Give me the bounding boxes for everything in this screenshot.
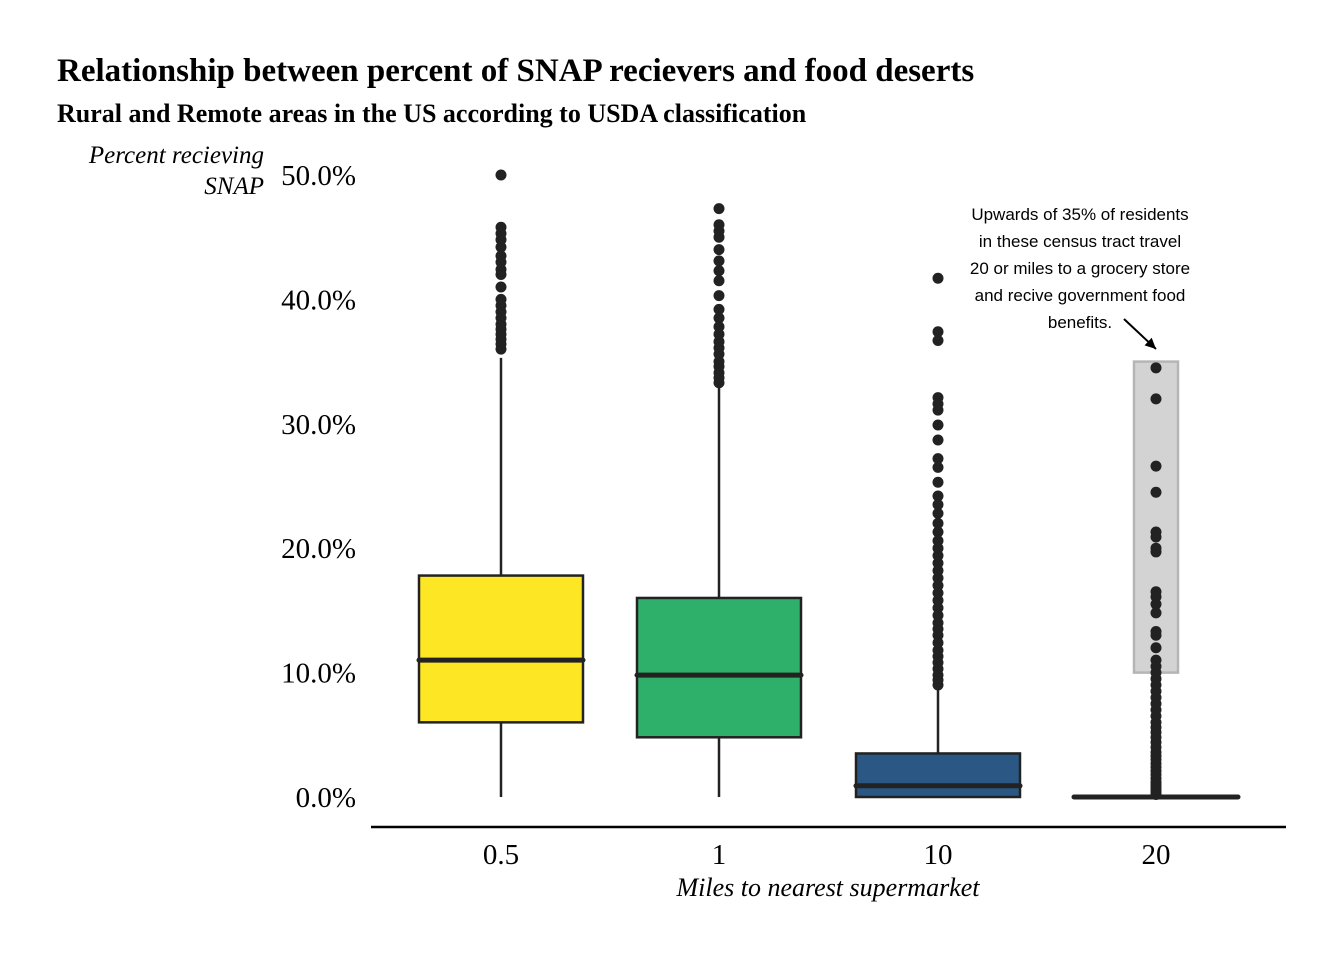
outliers-10: [932, 272, 944, 691]
outlier-point: [713, 312, 725, 324]
y-tick-label: 40.0%: [281, 284, 356, 316]
x-tick-label: 10: [924, 839, 953, 871]
outlier-point: [932, 526, 944, 538]
outlier-point: [1150, 586, 1162, 598]
chart-subtitle: Rural and Remote areas in the US accordi…: [57, 99, 807, 128]
y-axis-label-line-2: SNAP: [204, 173, 264, 200]
outlier-point: [932, 419, 944, 431]
outlier-point: [713, 219, 725, 231]
x-axis-label: Miles to nearest supermarket: [675, 873, 980, 902]
outlier-point: [713, 255, 725, 267]
outlier-point: [1150, 607, 1162, 619]
outlier-point: [932, 499, 944, 511]
y-axis-label-line-1: Percent recieving: [88, 142, 264, 169]
outlier-point: [932, 434, 944, 446]
box-rect: [417, 574, 585, 724]
outlier-point: [713, 275, 725, 287]
outlier-point: [495, 221, 507, 233]
outlier-point: [713, 290, 725, 302]
outlier-point: [932, 507, 944, 519]
x-axis: 0.5 1 10 20: [483, 839, 1171, 871]
y-tick-label: 10.0%: [281, 658, 356, 690]
x-tick-label: 20: [1142, 839, 1171, 871]
outlier-point: [1150, 526, 1162, 538]
boxes: [416, 357, 1241, 800]
outlier-point: [713, 265, 725, 277]
outlier-point: [932, 461, 944, 473]
outlier-point: [495, 281, 507, 293]
outliers-0.5: [495, 169, 507, 355]
outliers-20: [1150, 362, 1162, 801]
outlier-point: [495, 250, 507, 262]
chart-title: Relationship between percent of SNAP rec…: [57, 53, 974, 89]
y-axis: 0.0% 10.0% 20.0% 30.0% 40.0% 50.0%: [281, 160, 356, 814]
annotation-arrow-head: [1144, 337, 1156, 349]
y-tick-label: 0.0%: [296, 782, 356, 814]
y-tick-label: 20.0%: [281, 533, 356, 565]
outlier-point: [713, 244, 725, 256]
outlier-point: [1150, 362, 1162, 374]
outliers: [495, 169, 1162, 801]
annotation-line: in these census tract travel: [979, 232, 1181, 251]
outlier-point: [1150, 460, 1162, 472]
outlier-point: [932, 392, 944, 404]
annotation-line: and recive government food: [975, 286, 1186, 305]
y-tick-label: 30.0%: [281, 409, 356, 441]
outlier-point: [713, 321, 725, 333]
box-10: [853, 688, 1023, 799]
outlier-point: [1150, 654, 1162, 666]
outlier-point: [713, 303, 725, 315]
outlier-point: [1150, 542, 1162, 554]
outlier-point: [1150, 626, 1162, 638]
box-rect: [635, 596, 803, 739]
x-tick-label: 0.5: [483, 839, 519, 871]
outlier-point: [932, 272, 944, 284]
annotation-line: 20 or miles to a grocery store: [970, 259, 1190, 278]
highlight-layer: [1132, 360, 1180, 674]
box-rect: [854, 752, 1022, 799]
annotation: Upwards of 35% of residents in these cens…: [970, 205, 1190, 350]
x-tick-label: 1: [712, 839, 727, 871]
box-0.5: [416, 357, 586, 797]
annotation-line: Upwards of 35% of residents: [971, 205, 1188, 224]
outlier-point: [932, 490, 944, 502]
outlier-point: [495, 169, 507, 181]
outlier-point: [495, 293, 507, 305]
outlier-point: [932, 326, 944, 338]
outlier-point: [932, 517, 944, 529]
outliers-1: [713, 203, 725, 389]
annotation-line: benefits.: [1048, 313, 1112, 332]
box-1: [634, 386, 804, 797]
outlier-point: [1150, 393, 1162, 405]
outlier-point: [932, 535, 944, 547]
outlier-point: [1150, 486, 1162, 498]
outlier-point: [932, 476, 944, 488]
highlight-rect: [1132, 360, 1180, 674]
outlier-point: [932, 453, 944, 465]
outlier-point: [713, 203, 725, 215]
y-tick-label: 50.0%: [281, 160, 356, 192]
outlier-point: [932, 334, 944, 346]
outlier-point: [1150, 642, 1162, 654]
